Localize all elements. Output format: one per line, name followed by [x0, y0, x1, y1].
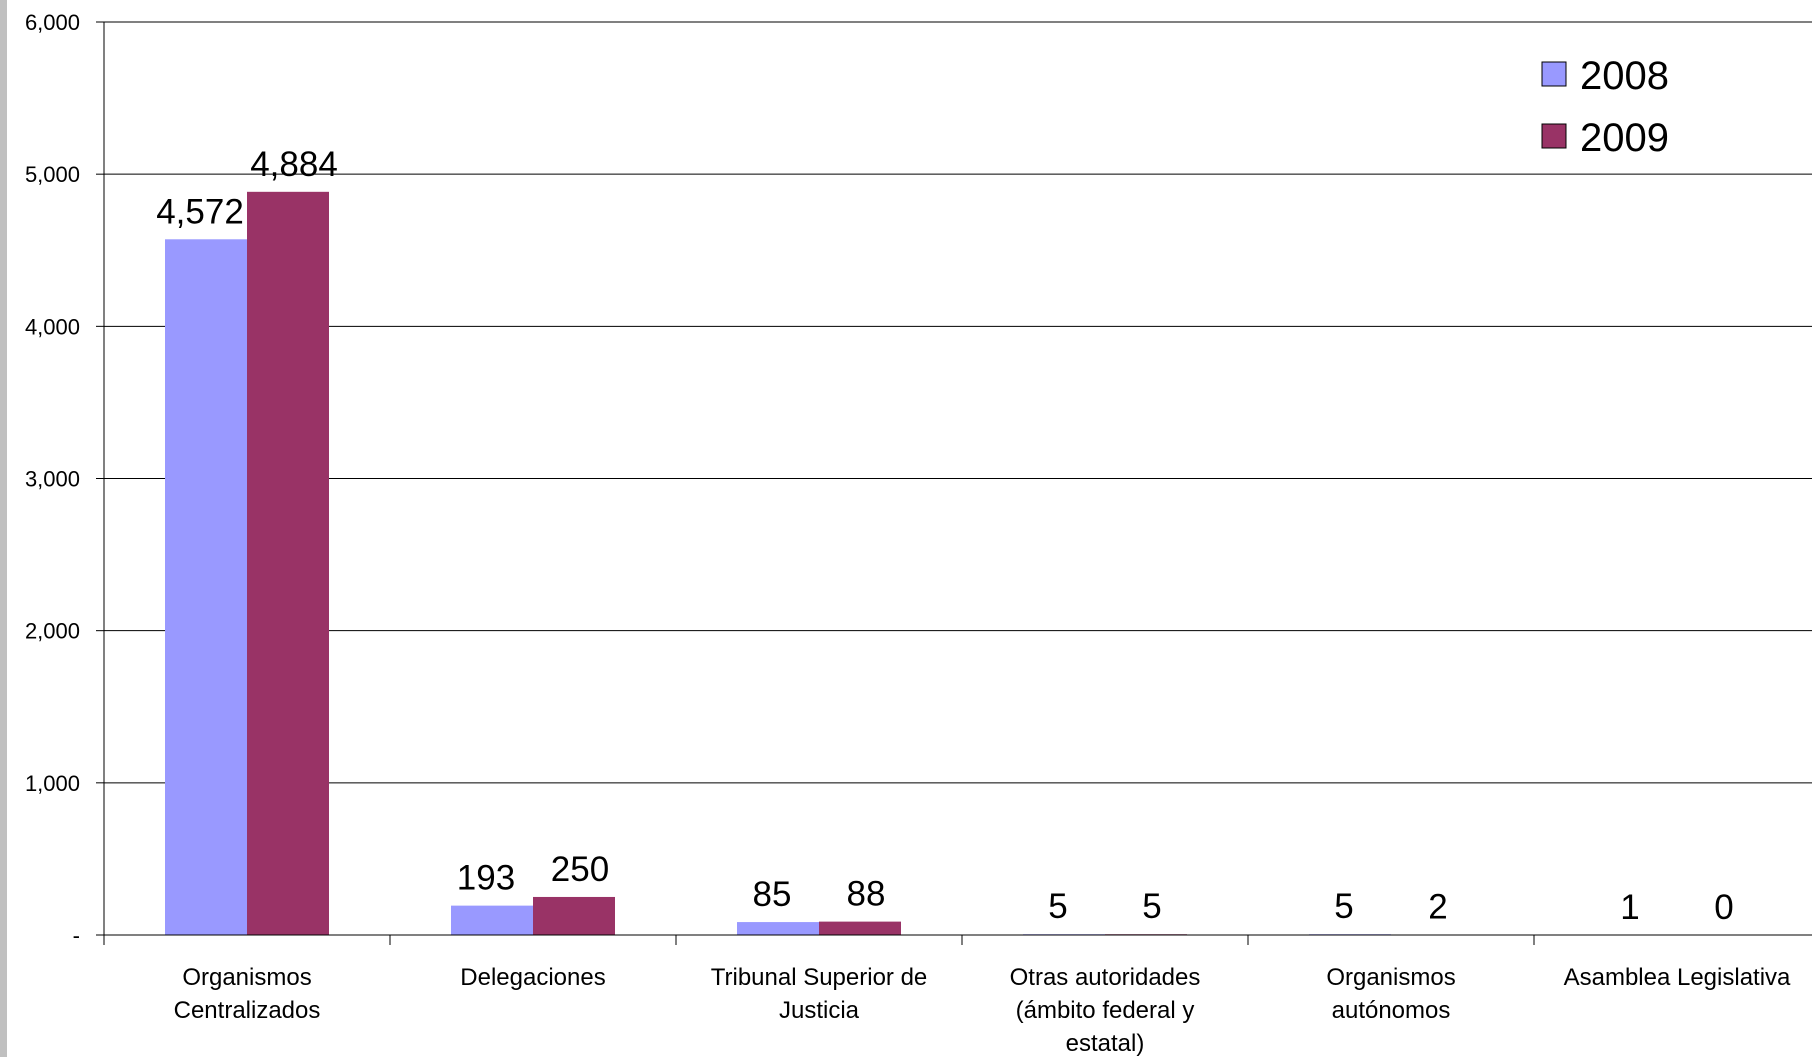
bar-2009 [533, 896, 615, 935]
x-tick-label: Otras autoridades (ámbito federal y estata… [1010, 964, 1201, 1057]
x-tick-label-line: Delegaciones [460, 964, 605, 991]
x-tick-label-line: Organismos [1326, 964, 1455, 991]
legend-label-2009: 2009 [1580, 116, 1669, 160]
x-tick-label-line: Centralizados [174, 997, 321, 1024]
data-label-2008: 1 [1620, 888, 1639, 927]
data-label-2009: 0 [1714, 888, 1733, 927]
x-tick-label-line: (ámbito federal y [1016, 997, 1195, 1024]
y-tick-label: 6,000 [25, 10, 80, 35]
bars [165, 191, 1677, 935]
data-label-2008: 4,572 [156, 192, 244, 231]
x-tick-label-line: Asamblea Legislativa [1564, 964, 1791, 991]
bar-2008 [451, 905, 533, 935]
data-label-2008: 85 [753, 875, 792, 914]
x-tick-label-line: Otras autoridades [1010, 964, 1201, 991]
y-tick-label: 1,000 [25, 771, 80, 796]
x-tick-label-line: Organismos [182, 964, 311, 991]
bar-2009 [819, 921, 901, 935]
y-tick-label: 2,000 [25, 619, 80, 644]
data-label-2009: 250 [551, 850, 609, 889]
x-tick-label-line: autónomos [1332, 997, 1451, 1024]
legend-swatch-2009 [1541, 123, 1567, 149]
y-tick-label: - [73, 923, 80, 948]
data-label-2008: 193 [457, 859, 515, 898]
x-tick-label: Organismos autónomos [1326, 964, 1455, 1024]
x-tick-label-line: Tribunal Superior de [711, 964, 928, 991]
bar-2008 [737, 922, 819, 935]
y-tick-label: 5,000 [25, 162, 80, 187]
x-tick-label: Organismos Centralizados [174, 964, 321, 1024]
bar-2008 [165, 239, 247, 935]
legend: 2008 2009 [1541, 54, 1669, 160]
x-tick-label: Tribunal Superior de Justicia [711, 964, 928, 1024]
left-edge-strip [0, 0, 7, 1057]
data-label-2009: 2 [1428, 888, 1447, 927]
legend-swatch-2008 [1541, 61, 1567, 87]
data-label-2009: 88 [847, 875, 886, 914]
x-tick-label-line: Justicia [779, 997, 860, 1024]
data-label-2008: 5 [1334, 887, 1353, 926]
data-label-2009: 5 [1142, 887, 1161, 926]
y-tick-label: 4,000 [25, 314, 80, 339]
legend-label-2008: 2008 [1580, 54, 1669, 98]
bar-2009 [247, 191, 329, 935]
gridlines [104, 21, 1812, 784]
x-tick-label-line: estatal) [1066, 1030, 1145, 1057]
x-tick-label: Asamblea Legislativa [1564, 964, 1791, 991]
x-tick-label: Delegaciones [460, 964, 605, 991]
data-label-2009: 4,884 [250, 145, 338, 184]
data-label-2008: 5 [1048, 887, 1067, 926]
y-tick-label: 3,000 [25, 467, 80, 492]
axes: - 1,000 2,000 3,000 4,000 5,000 6,000 Organismo… [25, 10, 1812, 1057]
